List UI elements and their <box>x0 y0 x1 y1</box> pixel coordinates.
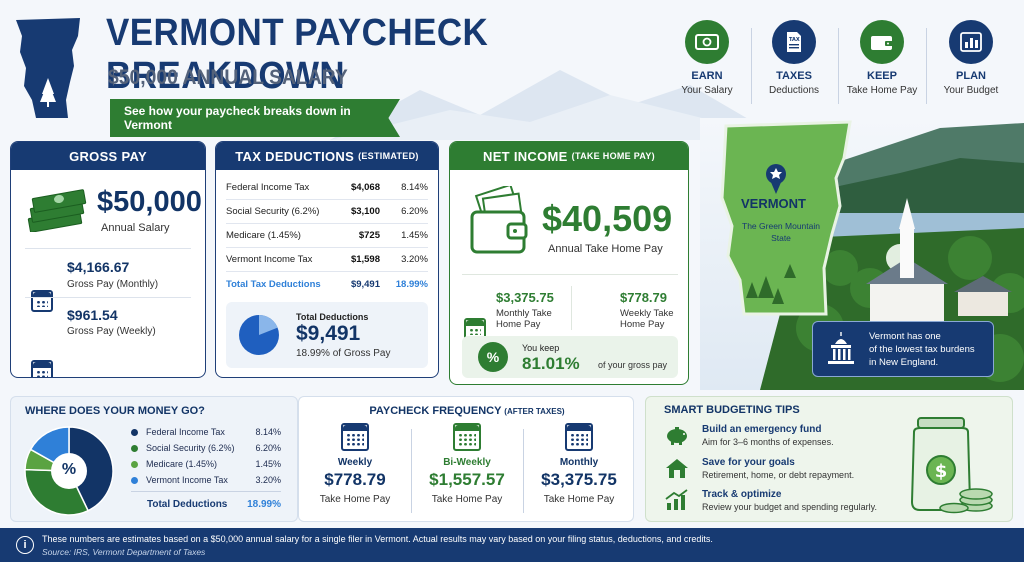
legend-item: Federal Income Tax 8.14% <box>131 425 281 439</box>
gross-pay-card: GROSS PAY $50,000 Annual Salary $4,166.6… <box>10 141 206 378</box>
donut-slice <box>68 426 114 512</box>
table-row: Social Security (6.2%) $3,100 6.20% <box>226 200 428 224</box>
house-icon <box>666 459 688 478</box>
net-annual-amount: $40,509 <box>542 198 673 239</box>
net-income-heading: NET INCOME (TAKE HOME PAY) <box>450 142 688 170</box>
gross-annual-label: Annual Salary <box>101 222 170 234</box>
vermont-map <box>720 120 852 316</box>
gross-weekly-amount: $961.54 <box>67 307 118 323</box>
paycheck-frequency-panel: PAYCHECK FREQUENCY (AFTER TAXES) Weekly … <box>298 396 634 522</box>
table-row: Vermont Income Tax $1,598 3.20% <box>226 248 428 272</box>
legend-item: Medicare (1.45%) 1.45% <box>131 457 281 471</box>
legend-dot <box>131 476 138 484</box>
net-weekly-amount: $778.79 <box>620 290 667 305</box>
frequency-weekly: Weekly $778.79 Take Home Pay <box>299 423 411 505</box>
nav-plan: PLAN Your Budget <box>931 20 1011 96</box>
legend-item: Social Security (6.2%) 6.20% <box>131 441 281 455</box>
net-annual-label: Annual Take Home Pay <box>548 243 663 255</box>
nav-taxes: TAX TAXES Deductions <box>754 20 834 96</box>
tax-deductions-heading: TAX DEDUCTIONS (ESTIMATED) <box>216 142 438 170</box>
page-title: VERMONT PAYCHECK BREAKDOWN <box>106 12 489 97</box>
net-income-card: NET INCOME (TAKE HOME PAY) $40,509 Annual… <box>449 141 689 385</box>
vermont-landscape: VERMONT The Green Mountain State Vermont … <box>700 118 1024 390</box>
total-deductions-amount: $9,491 <box>296 322 361 345</box>
disclaimer-footer: i These numbers are estimates based on a… <box>0 528 1024 562</box>
page-subtitle: $50,000 ANNUAL SALARY <box>108 66 348 89</box>
capitol-building-icon <box>828 332 854 364</box>
info-icon: i <box>16 536 34 554</box>
tax-document-icon: TAX <box>772 20 816 64</box>
calendar-icon <box>565 423 593 451</box>
percent-icon: % <box>478 342 508 372</box>
paycheck-frequency-heading: PAYCHECK FREQUENCY (AFTER TAXES) <box>369 405 565 417</box>
frequency-biweekly: Bi-Weekly $1,557.57 Take Home Pay <box>411 423 523 505</box>
tip-item: Save for your goals Retirement, home, or … <box>664 457 854 480</box>
calendar-icon <box>453 423 481 451</box>
wallet-cash-icon <box>470 186 528 254</box>
cash-stack-icon <box>27 189 87 232</box>
table-row: Federal Income Tax $4,068 8.14% <box>226 176 428 200</box>
donut-chart <box>24 426 114 516</box>
nav-earn: EARN Your Salary <box>667 20 747 96</box>
table-row: Medicare (1.45%) $725 1.45% <box>226 224 428 248</box>
map-state-label: VERMONT <box>741 196 806 211</box>
gross-monthly-label: Gross Pay (Monthly) <box>67 279 159 290</box>
total-deductions-box: Total Deductions $9,491 18.99% of Gross … <box>226 302 428 368</box>
legend-item: Vermont Income Tax 3.20% <box>131 473 281 487</box>
source-text: Source: IRS, Vermont Department of Taxes <box>42 547 206 557</box>
header-mountains <box>330 70 750 140</box>
tax-burden-callout: Vermont has one of the lowest tax burdens… <box>812 321 994 377</box>
tax-deductions-card: TAX DEDUCTIONS (ESTIMATED) Federal Income… <box>215 141 439 378</box>
frequency-monthly: Monthly $3,375.75 Take Home Pay <box>523 423 635 505</box>
gross-weekly-label: Gross Pay (Weekly) <box>67 326 156 337</box>
church-building <box>870 283 944 321</box>
calendar-icon <box>31 290 53 312</box>
svg-text:TAX: TAX <box>789 37 800 43</box>
map-nickname: The Green Mountain State <box>742 221 820 243</box>
vermont-state-logo <box>16 18 80 118</box>
tax-total-row: Total Tax Deductions $9,491 18.99% <box>226 278 428 290</box>
legend-dot <box>131 460 138 468</box>
where-money-goes-panel: WHERE DOES YOUR MONEY GO? % Federal Inco… <box>10 396 298 522</box>
svg-text:$: $ <box>935 461 948 482</box>
keep-percentage-box: % You keep 81.01% of your gross pay <box>462 336 678 378</box>
calendar-icon <box>341 423 369 451</box>
money-icon <box>685 20 729 64</box>
tip-item: Track & optimize Review your budget and s… <box>664 489 877 512</box>
legend-total: Total Deductions 18.99% <box>147 498 281 510</box>
savings-jar-icon: $ <box>910 417 993 514</box>
budgeting-tips-heading: SMART BUDGETING TIPS <box>664 404 800 416</box>
tagline-banner: See how your paycheck breaks down in Ver… <box>110 99 400 137</box>
nav-keep: KEEP Take Home Pay <box>842 20 922 96</box>
where-money-goes-heading: WHERE DOES YOUR MONEY GO? <box>25 405 205 417</box>
gross-annual-amount: $50,000 <box>97 186 202 218</box>
disclaimer-text: These numbers are estimates based on a $… <box>42 534 713 544</box>
piggy-bank-icon <box>667 427 687 445</box>
calendar-icon <box>31 360 53 377</box>
growth-chart-icon <box>665 489 688 510</box>
legend-dot <box>131 444 138 452</box>
keep-percentage: 81.01% <box>522 354 580 373</box>
tip-item: Build an emergency fund Aim for 3–6 month… <box>664 424 834 447</box>
gross-pay-heading: GROSS PAY <box>11 142 205 170</box>
legend-dot <box>131 428 138 436</box>
net-monthly-amount: $3,375.75 <box>496 290 554 305</box>
wallet-icon <box>860 20 904 64</box>
bar-chart-icon <box>949 20 993 64</box>
deductions-pie <box>239 315 279 355</box>
gross-monthly-amount: $4,166.67 <box>67 259 130 275</box>
